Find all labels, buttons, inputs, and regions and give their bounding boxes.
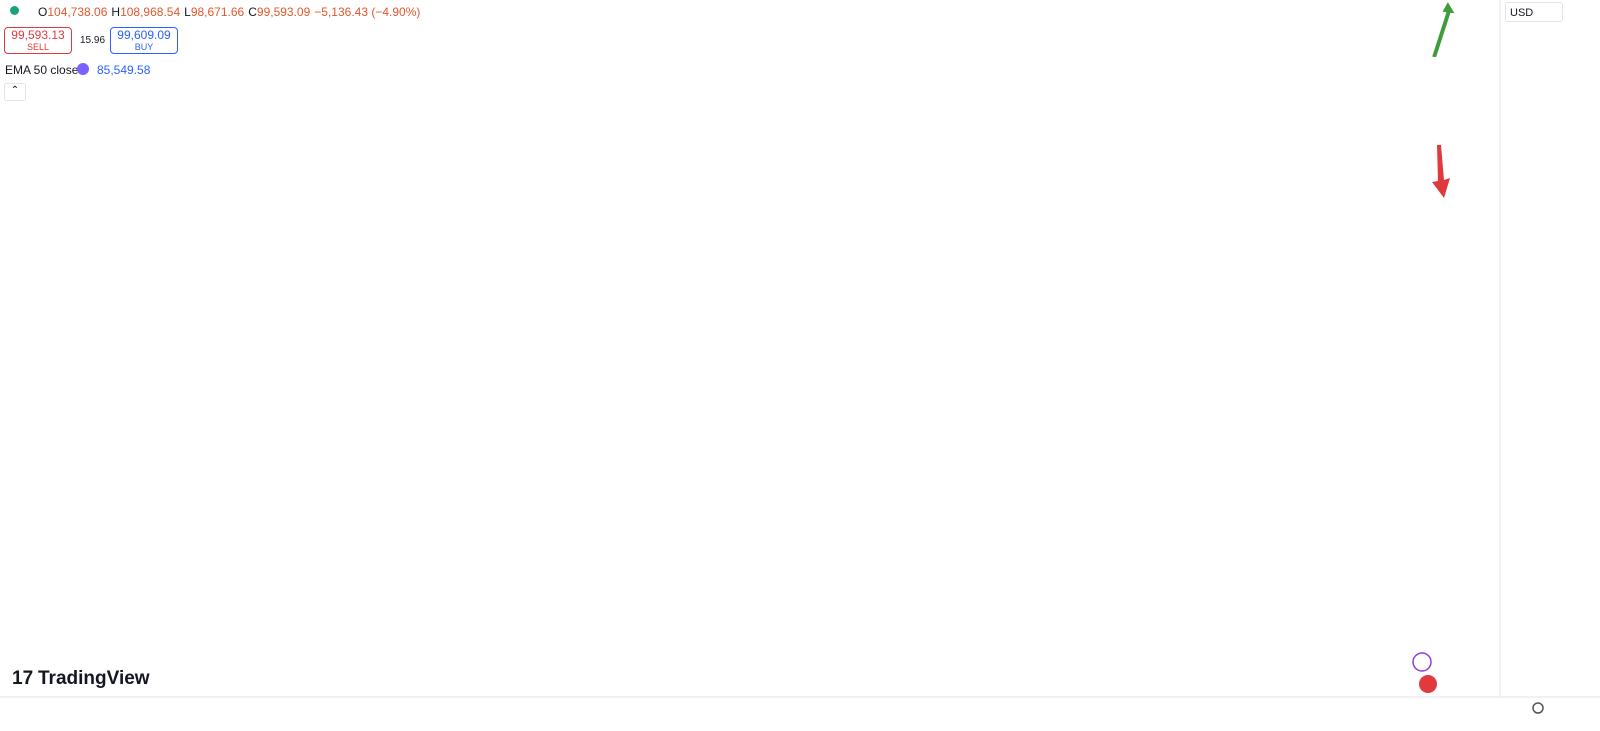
- ohlc-value: 99,593.09: [256, 5, 311, 19]
- ohlc-value: 108,968.54: [120, 5, 181, 19]
- indicator-value: 85,549.58: [97, 63, 151, 77]
- logo-mark: 17: [12, 668, 33, 689]
- brand: TradingView: [38, 668, 150, 689]
- buy-price: 99,609.09: [117, 28, 171, 42]
- sell-price: 99,593.13: [11, 28, 65, 42]
- ohlc-prefix: L: [184, 5, 191, 19]
- indicator-name: EMA 50 close: [5, 63, 79, 77]
- ohlc-prefix: O: [38, 5, 48, 19]
- sell-button[interactable]: 99,593.13 SELL: [4, 27, 72, 54]
- ohlc-value: 104,738.06: [47, 5, 108, 19]
- currency: USD: [1510, 7, 1534, 19]
- spread: 15.96: [80, 35, 106, 46]
- status-dot: [10, 6, 19, 15]
- ohlc-prefix: C: [248, 5, 257, 19]
- ohlc-prefix: H: [111, 5, 121, 19]
- ohlc-line: O104,738.06 H108,968.54 L98,671.66 C99,593.…: [38, 5, 420, 19]
- buy-button[interactable]: 99,609.09 BUY: [110, 27, 178, 54]
- flag-icon[interactable]: [1419, 675, 1437, 693]
- settings-icon[interactable]: [1532, 702, 1544, 714]
- down-arrow: [1432, 145, 1450, 198]
- sell-label: SELL: [26, 42, 50, 52]
- collapse-button[interactable]: ⌃: [4, 83, 26, 101]
- ohlc-value: 98,671.66: [190, 5, 245, 19]
- buy-label: BUY: [134, 42, 154, 52]
- up-arrow: [1432, 2, 1455, 58]
- event-icon[interactable]: [1412, 652, 1432, 672]
- currency-selector[interactable]: USD: [1505, 2, 1563, 22]
- indicator-icon[interactable]: [77, 63, 89, 75]
- change: −5,136.43 (−4.90%): [314, 5, 421, 19]
